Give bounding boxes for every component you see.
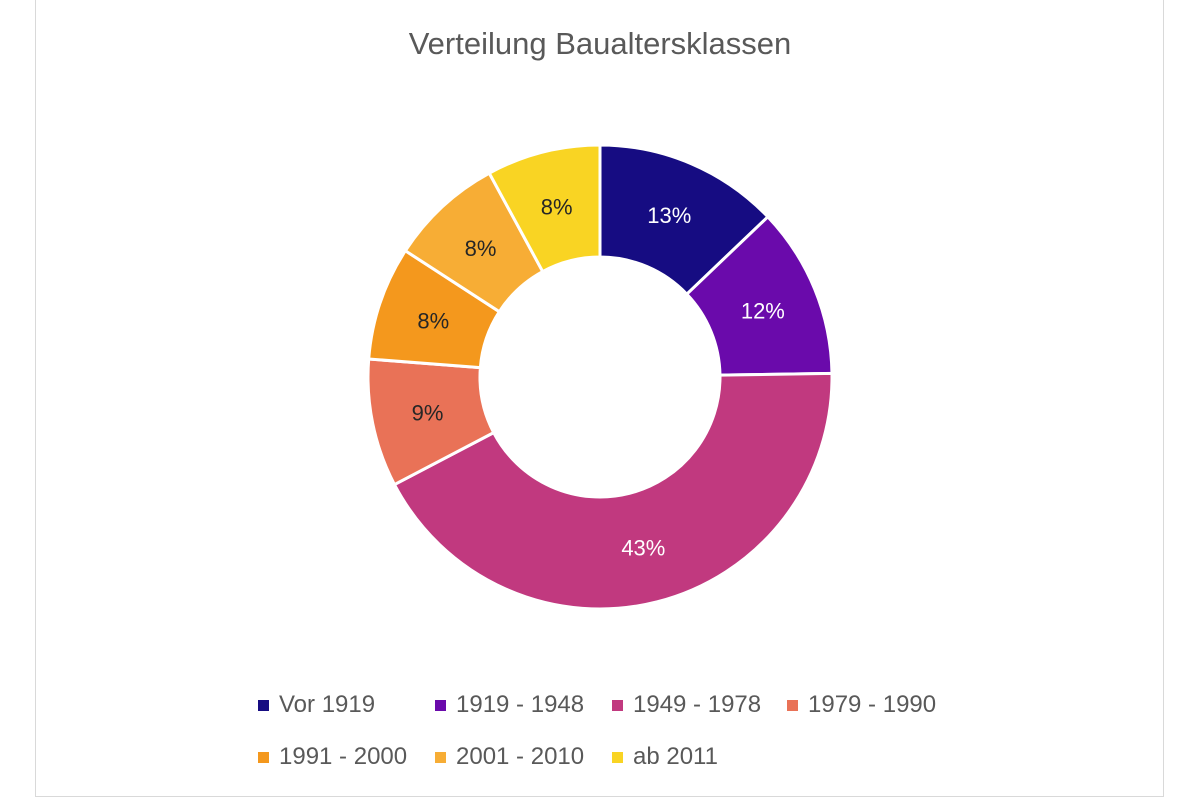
donut-slice-2 bbox=[392, 371, 834, 611]
legend-marker bbox=[787, 699, 798, 711]
legend-item-4: 1991 - 2000 bbox=[258, 743, 407, 771]
data-label-0: 13% bbox=[647, 203, 691, 228]
legend-item-5: 2001 - 2010 bbox=[435, 743, 584, 771]
data-label-5: 8% bbox=[465, 236, 497, 261]
data-label-2: 43% bbox=[621, 536, 665, 561]
legend-marker bbox=[612, 751, 623, 763]
chart-frame bbox=[35, 0, 1164, 797]
data-label-6: 8% bbox=[541, 194, 573, 219]
legend-label: Vor 1919 bbox=[279, 691, 376, 718]
data-label-4: 8% bbox=[417, 309, 449, 334]
data-label-1: 12% bbox=[741, 298, 785, 323]
legend-marker bbox=[435, 751, 446, 763]
legend-label: ab 2011 bbox=[633, 743, 718, 770]
legend-label: 1949 - 1978 bbox=[633, 691, 762, 718]
legend-item-1: 1919 - 1948 bbox=[435, 691, 584, 719]
legend-marker bbox=[258, 751, 269, 763]
legend-item-6: ab 2011 bbox=[612, 743, 718, 771]
legend-label: 1919 - 1948 bbox=[456, 691, 585, 718]
legend-item-0: Vor 1919 bbox=[258, 691, 375, 719]
data-label-3: 9% bbox=[412, 400, 444, 425]
legend-item-3: 1979 - 1990 bbox=[787, 691, 936, 719]
donut-slice-6 bbox=[487, 143, 602, 274]
legend-item-2: 1949 - 1978 bbox=[612, 691, 761, 719]
legend-label: 1991 - 2000 bbox=[279, 743, 408, 770]
chart-title: Verteilung Baualtersklassen bbox=[408, 26, 792, 61]
legend-marker bbox=[435, 699, 446, 711]
legend-label: 1979 - 1990 bbox=[808, 691, 937, 718]
legend-marker bbox=[258, 699, 269, 711]
legend-label: 2001 - 2010 bbox=[456, 743, 585, 770]
legend-marker bbox=[612, 699, 623, 711]
